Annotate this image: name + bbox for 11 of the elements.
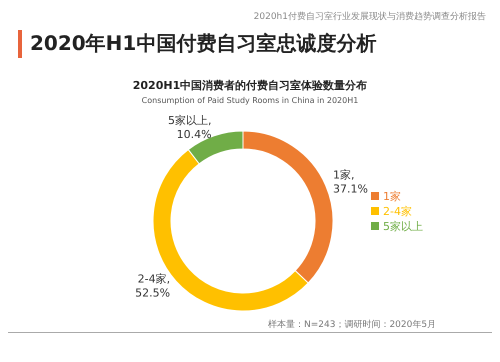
text: 2020h1付费自习室行业发展现状与消费趋势调查分析报告 [254,10,486,23]
text: Consumption of Paid Study Rooms in China in 2020H1 [140,96,360,105]
legend-label: 2-4家 [383,204,412,218]
legend-label: 5家以上 [383,220,423,232]
legend-label: 1家 [383,190,401,202]
chart-title: 2020年H1中国付费自习室忠诚度分析 [30,30,376,57]
data-label: 5家以上, 10.4% [168,114,212,142]
data-label: 2-4家, 52.5% [135,272,170,300]
text: 样本量：N=243；调研时间：2020年5月 [268,318,436,331]
data-label: 1家, 37.1% [333,168,368,196]
chart-subtitle: 2020H1中国消费者的付费自习室体验数量分布 [132,78,368,93]
